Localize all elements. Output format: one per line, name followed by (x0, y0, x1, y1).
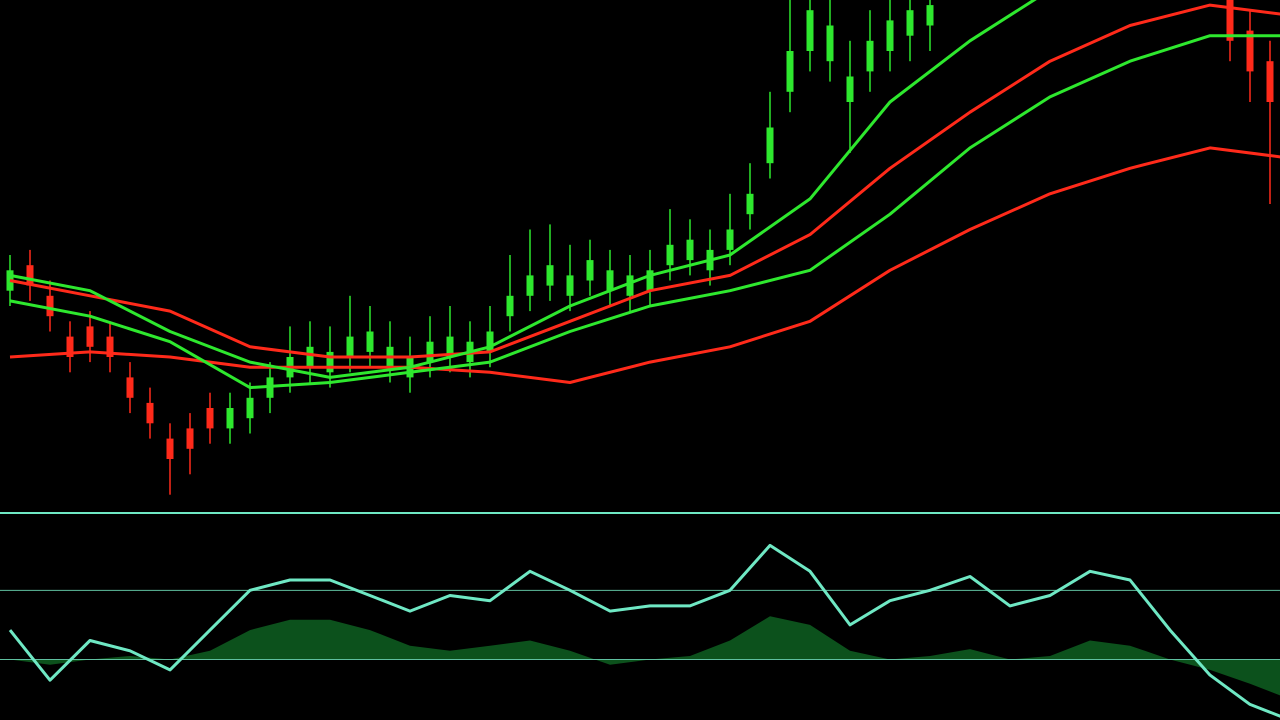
candle-body (486, 331, 494, 352)
candle-body (886, 20, 894, 51)
moving-average (9, 0, 1037, 379)
price-panel (6, 0, 1280, 495)
candle-body (806, 10, 814, 51)
candle-body (646, 270, 654, 291)
candle-body (66, 336, 74, 357)
candle-body (106, 336, 114, 357)
oscillator-panel (0, 543, 1280, 718)
candle-body (726, 229, 734, 250)
candle-body (186, 428, 194, 449)
candle-body (226, 408, 234, 429)
candle-body (426, 341, 434, 363)
candle-body (686, 239, 694, 261)
candle-body (766, 127, 774, 164)
candle-body (566, 275, 574, 296)
candle-body (126, 377, 134, 398)
candle-body (1266, 61, 1274, 102)
candle-body (786, 51, 794, 92)
moving-average (9, 146, 1280, 384)
candle-body (366, 331, 374, 352)
candle-body (326, 351, 334, 373)
candle-body (846, 76, 854, 102)
candle-body (586, 260, 594, 281)
oscillator-line (8, 543, 1280, 718)
candle-body (926, 5, 934, 26)
candle-body (86, 326, 94, 347)
candle-body (26, 265, 34, 286)
moving-average (9, 3, 1280, 359)
candle-body (906, 10, 914, 36)
candle-body (866, 40, 874, 72)
candle-body (546, 265, 554, 286)
candle-body (166, 438, 174, 459)
candle-body (626, 275, 634, 296)
candle-body (826, 25, 834, 62)
candle-body (446, 336, 454, 357)
candle-body (666, 244, 674, 266)
candle-body (346, 336, 354, 357)
candle-body (526, 275, 534, 296)
candle-body (1226, 0, 1234, 41)
candle-body (746, 193, 754, 215)
oscillator-area (10, 616, 1280, 696)
candle-body (1246, 30, 1254, 72)
candle-body (206, 408, 214, 429)
moving-average (9, 34, 1280, 390)
candle-body (506, 295, 514, 317)
candle-body (46, 295, 54, 317)
candle-body (606, 270, 614, 291)
candle-body (306, 346, 314, 368)
candle-body (246, 397, 254, 419)
candle-body (146, 402, 154, 424)
